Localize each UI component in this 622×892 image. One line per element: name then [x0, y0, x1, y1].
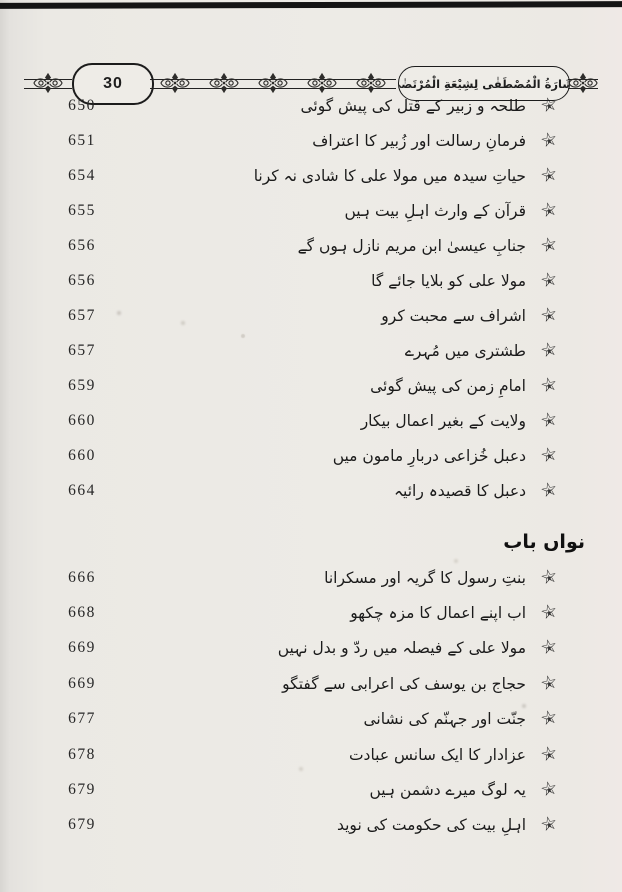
entry-page-number: 669	[68, 639, 96, 657]
entry-title: بنتِ رسول کا گریہ اور مسکرانا	[324, 568, 526, 587]
page-number-oval: 30	[72, 63, 154, 105]
table-row: 650 طلحہ و زبیر کے قتل کی پیش گوئی ☆ ★	[0, 88, 622, 123]
entry-page-number: 657	[68, 341, 96, 359]
entry-page-number: 656	[68, 271, 96, 289]
entry-page-number: 654	[68, 166, 96, 184]
entry-page-number: 679	[68, 781, 96, 799]
entry-page-number: 668	[68, 604, 96, 622]
table-row: 656 مولا علی کو بلایا جائے گا ☆ ★	[0, 263, 622, 298]
star-icon: ☆ ★	[538, 92, 560, 118]
entry-title: اب اپنے اعمال کا مزہ چکھو	[350, 604, 526, 623]
entry-page-number: 666	[68, 568, 96, 586]
table-row: 660 دعبل خُزاعی دربارِ مامون میں ☆ ★	[0, 438, 622, 473]
entry-page-number: 660	[68, 446, 96, 464]
ornament-band-right	[568, 66, 598, 100]
entry-page-number: 660	[68, 411, 96, 429]
entry-title: عزادار کا ایک سانس عبادت	[348, 745, 526, 764]
table-row: 669 حجاج بن یوسف کی اعرابی سے گفتگو ☆ ★	[0, 666, 622, 701]
table-row: 677 جنّت اور جہنّم کی نشانی ☆ ★	[0, 702, 622, 737]
star-icon: ☆ ★	[538, 705, 560, 731]
table-row: 678 عزادار کا ایک سانس عبادت ☆ ★	[0, 737, 622, 772]
entry-page-number: 655	[68, 201, 96, 219]
table-row: 660 ولایت کے بغیر اعمال بیکار ☆ ★	[0, 403, 622, 438]
chapter-heading: نواں باب	[503, 531, 585, 553]
entry-page-number: 651	[68, 131, 96, 149]
entry-page-number: 678	[68, 745, 96, 763]
star-icon: ☆ ★	[538, 741, 560, 767]
table-row: 656 جنابِ عیسیٰ ابن مریم نازل ہوں گے ☆ ★	[0, 228, 622, 263]
table-row: 664 دعبل کا قصیدہ رائیہ ☆ ★	[0, 473, 622, 508]
entry-page-number: 664	[68, 481, 96, 499]
star-icon: ☆ ★	[538, 302, 560, 328]
star-icon: ☆ ★	[538, 407, 560, 433]
toc-section-1: 650 طلحہ و زبیر کے قتل کی پیش گوئی ☆ ★ 65…	[0, 88, 622, 508]
entry-page-number: 657	[68, 306, 96, 324]
table-row: 679 اہلِ بیت کی حکومت کی نوید ☆ ★	[0, 808, 622, 843]
entry-title: جنابِ عیسیٰ ابن مریم نازل ہوں گے	[297, 236, 526, 255]
book-title: بَشَارَةُ الْمُصْطَفٰى لِشِيْعَةِ الْمُر…	[398, 76, 570, 91]
star-icon: ☆ ★	[538, 372, 560, 398]
entry-title: یہ لوگ میرے دشمن ہیں	[369, 781, 526, 800]
star-icon: ☆ ★	[538, 776, 560, 802]
scan-noise	[0, 0, 2, 2]
table-row: 668 اب اپنے اعمال کا مزہ چکھو ☆ ★	[0, 595, 622, 630]
entry-title: حجاج بن یوسف کی اعرابی سے گفتگو	[282, 674, 526, 693]
table-row: 655 قرآن کے وارث اہلِ بیت ہیں ☆ ★	[0, 193, 622, 228]
table-row: 657 طشتری میں مُہرے ☆ ★	[0, 333, 622, 368]
entry-page-number: 656	[68, 236, 96, 254]
star-icon: ☆ ★	[538, 127, 560, 153]
entry-title: ولایت کے بغیر اعمال بیکار	[360, 411, 526, 430]
table-row: 659 امامِ زمن کی پیش گوئی ☆ ★	[0, 368, 622, 403]
star-icon: ☆ ★	[538, 232, 560, 258]
table-row: 651 فرمانِ رسالت اور زُبیر کا اعتراف ☆ ★	[0, 123, 622, 158]
table-row: 654 حیاتِ سیدہ میں مولا علی کا شادی نہ ک…	[0, 158, 622, 193]
star-icon: ☆ ★	[538, 442, 560, 468]
entry-title: طلحہ و زبیر کے قتل کی پیش گوئی	[300, 96, 526, 115]
table-row: 679 یہ لوگ میرے دشمن ہیں ☆ ★	[0, 772, 622, 807]
book-title-oval: بَشَارَةُ الْمُصْطَفٰى لِشِيْعَةِ الْمُر…	[398, 66, 570, 101]
star-icon: ☆ ★	[538, 599, 560, 625]
table-row: 657 اشراف سے محبت کرو ☆ ★	[0, 298, 622, 333]
entry-page-number: 669	[68, 674, 96, 692]
ornament-band-middle	[150, 66, 396, 100]
scan-edge-artifact	[0, 1, 622, 9]
entry-title: دعبل کا قصیدہ رائیہ	[393, 481, 526, 500]
page-number-label: 30	[103, 75, 123, 92]
star-icon: ☆ ★	[538, 162, 560, 188]
entry-page-number: 659	[68, 376, 96, 394]
entry-title: قرآن کے وارث اہلِ بیت ہیں	[344, 201, 526, 220]
entry-title: فرمانِ رسالت اور زُبیر کا اعتراف	[312, 131, 526, 150]
entry-title: مولا علی کو بلایا جائے گا	[371, 271, 526, 290]
entry-title: مولا علی کے فیصلہ میں ردّ و بدل نہیں	[277, 639, 526, 658]
entry-page-number: 679	[68, 816, 96, 834]
entry-title: طشتری میں مُہرے	[404, 341, 526, 360]
entry-title: امامِ زمن کی پیش گوئی	[370, 376, 526, 395]
entry-title: دعبل خُزاعی دربارِ مامون میں	[332, 446, 526, 465]
entry-page-number: 650	[68, 96, 96, 114]
entry-page-number: 677	[68, 710, 96, 728]
toc-section-2: 666 بنتِ رسول کا گریہ اور مسکرانا ☆ ★ 668…	[0, 560, 622, 843]
table-row: 666 بنتِ رسول کا گریہ اور مسکرانا ☆ ★	[0, 560, 622, 595]
star-icon: ☆ ★	[538, 267, 560, 293]
star-icon: ☆ ★	[538, 811, 560, 837]
star-icon: ☆ ★	[538, 197, 560, 223]
star-icon: ☆ ★	[538, 670, 560, 696]
entry-title: اشراف سے محبت کرو	[381, 306, 526, 325]
star-icon: ☆ ★	[538, 337, 560, 363]
ornament-band-left	[24, 66, 72, 100]
entry-title: اہلِ بیت کی حکومت کی نوید	[336, 816, 526, 835]
table-row: 669 مولا علی کے فیصلہ میں ردّ و بدل نہیں…	[0, 631, 622, 666]
page-header: 30 بَشَارَةُ الْمُصْطَفٰى لِشِيْعَةِ الْ…	[0, 30, 622, 105]
entry-title: حیاتِ سیدہ میں مولا علی کا شادی نہ کرنا	[253, 166, 526, 185]
star-icon: ☆ ★	[538, 477, 560, 503]
star-icon: ☆ ★	[538, 564, 560, 590]
star-icon: ☆ ★	[538, 634, 560, 661]
entry-title: جنّت اور جہنّم کی نشانی	[363, 710, 526, 729]
